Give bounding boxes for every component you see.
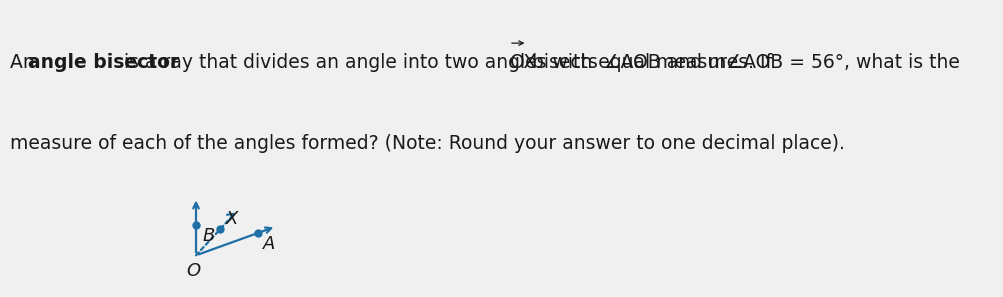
Text: measure of each of the angles formed? (Note: Round your answer to one decimal pl: measure of each of the angles formed? (N…: [10, 134, 844, 153]
Text: OX: OX: [510, 53, 536, 72]
Text: B: B: [203, 227, 215, 245]
Text: is a ray that divides an angle into two angles with equal measures. If: is a ray that divides an angle into two …: [117, 53, 777, 72]
Text: bisects ∠AOB and m∠AOB = 56°, what is the: bisects ∠AOB and m∠AOB = 56°, what is th…: [525, 53, 959, 72]
Text: X: X: [226, 210, 239, 228]
Text: An: An: [10, 53, 40, 72]
Text: angle bisector: angle bisector: [28, 53, 180, 72]
Text: O: O: [187, 262, 201, 279]
Text: A: A: [263, 236, 275, 253]
